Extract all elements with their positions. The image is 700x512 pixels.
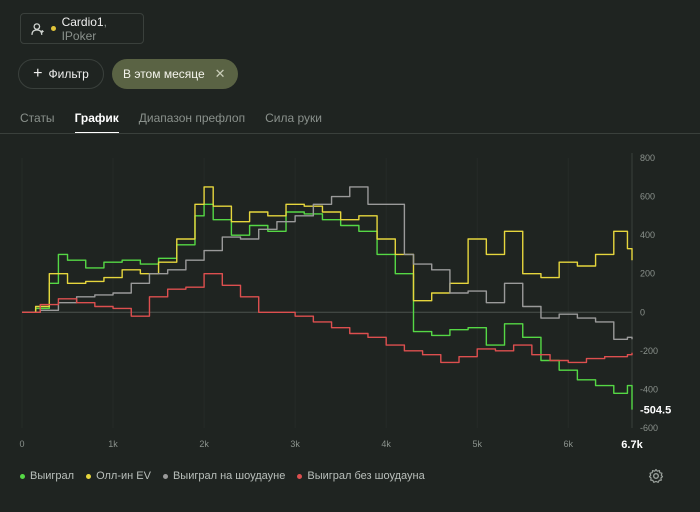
legend-dot: [297, 473, 303, 479]
legend-dot: [162, 473, 168, 479]
legend-item-showdown[interactable]: Выиграл на шоудауне: [162, 470, 286, 482]
x-tick-label: 6k: [564, 439, 574, 449]
x-tick-label: 5k: [472, 439, 482, 449]
y-tick-label: -200: [640, 346, 658, 356]
tab-stats[interactable]: Статы: [20, 111, 55, 125]
filter-button-label: Фильтр: [48, 67, 89, 81]
tab-divider: [0, 133, 700, 134]
y-tick-label: -400: [640, 384, 658, 394]
chart-legend: Выиграл Олл-ин EV Выиграл на шоудауне Вы…: [20, 470, 425, 482]
legend-label: Выиграл на шоудауне: [172, 470, 286, 482]
period-filter-label: В этом месяце: [123, 67, 205, 81]
player-name: Cardio1: [61, 14, 104, 29]
y-tick-label: 800: [640, 153, 655, 163]
series-line: [22, 186, 633, 340]
legend-dot: [20, 473, 25, 479]
player-room: , IPoker: [61, 14, 107, 43]
y-tick-label: 400: [640, 230, 655, 240]
legend-dot: [86, 473, 92, 479]
filter-button[interactable]: + Фильтр: [18, 59, 104, 89]
tab-hand-strength[interactable]: Сила руки: [265, 111, 322, 125]
legend-item-non-showdown[interactable]: Выиграл без шоудауна: [297, 470, 425, 482]
y-tick-label: -600: [640, 423, 658, 433]
y-tick-label: 200: [640, 269, 655, 279]
series-line: [22, 186, 633, 313]
legend-item-allin-ev[interactable]: Олл-ин EV: [86, 470, 151, 482]
profit-chart[interactable]: 800 600 400 200 0 -200 -400 -600 0 1k 2k 3k 4k 5k 6k 6.…: [0, 140, 700, 460]
x-end-label: 6.7k: [621, 439, 643, 451]
status-dot: [50, 26, 56, 31]
plus-icon: +: [33, 65, 43, 82]
tab-preflop-range[interactable]: Диапазон префлоп: [138, 111, 246, 125]
tab-graph[interactable]: График: [74, 111, 119, 134]
series-line: [22, 273, 633, 364]
x-tick-label: 0: [19, 439, 24, 449]
close-icon[interactable]: ✕: [214, 66, 226, 81]
tab-bar: Статы График Диапазон префлоп Сила руки: [20, 111, 322, 134]
y-tick-label: 0: [640, 307, 645, 317]
legend-label: Выиграл: [30, 470, 75, 482]
series-line: [22, 203, 633, 410]
last-value-label: -504.5: [640, 405, 671, 417]
player-selector[interactable]: Cardio1, IPoker: [20, 13, 144, 44]
period-filter-chip[interactable]: В этом месяце ✕: [112, 59, 238, 89]
user-icon: [31, 22, 44, 35]
x-tick-label: 2k: [199, 439, 209, 449]
gear-icon[interactable]: [648, 468, 664, 484]
legend-label: Олл-ин EV: [96, 470, 151, 482]
x-tick-label: 1k: [108, 439, 118, 449]
y-tick-label: 600: [640, 192, 655, 202]
x-tick-label: 4k: [381, 439, 391, 449]
x-tick-label: 3k: [290, 439, 300, 449]
legend-label: Выиграл без шоудауна: [307, 470, 425, 482]
legend-item-won[interactable]: Выиграл: [20, 470, 74, 482]
